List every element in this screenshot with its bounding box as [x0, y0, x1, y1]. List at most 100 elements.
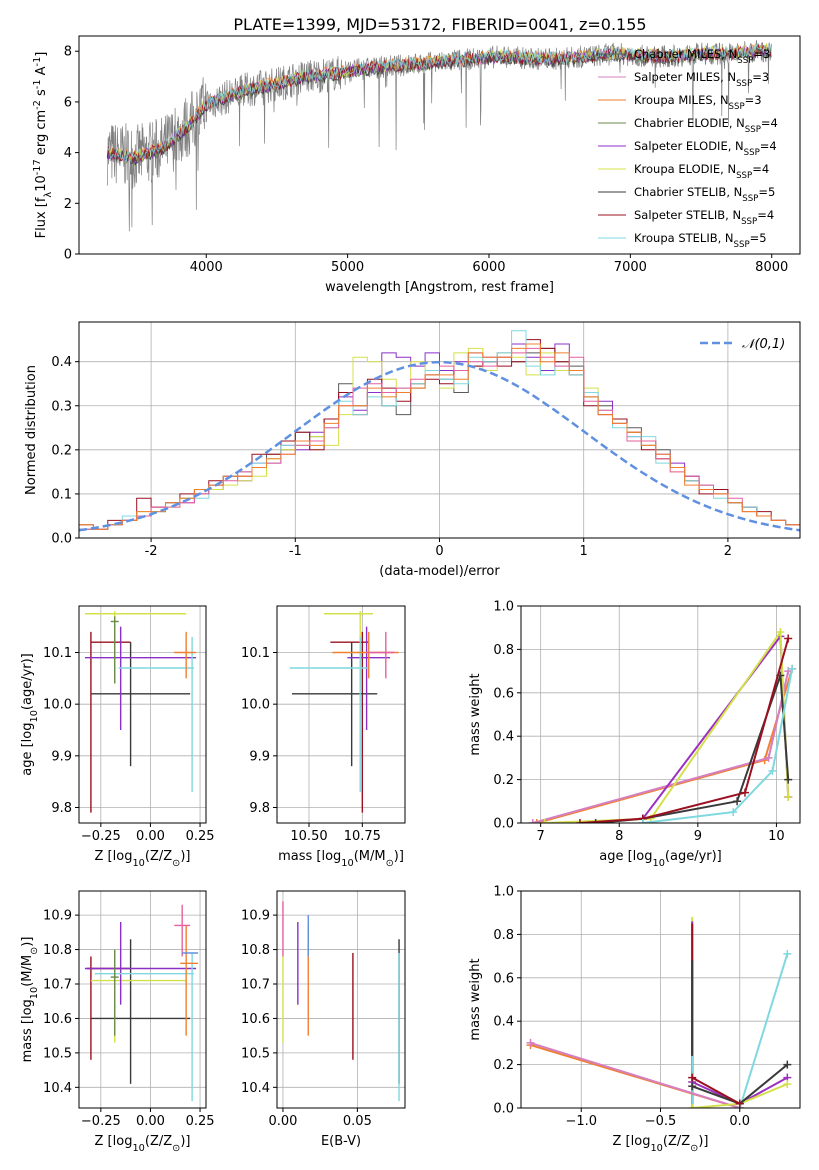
y-tick-label: 0.1	[51, 487, 72, 502]
y-tick-label: 0.2	[493, 773, 514, 788]
weight-marker	[784, 634, 793, 643]
weight-marker	[783, 949, 792, 958]
y-tick-label: 10.0	[43, 698, 72, 713]
x-tick-label: 0.05	[343, 1114, 372, 1129]
weight-marker	[526, 1038, 535, 1047]
chart-mass-weight-vs-Z: −1.0 −0.5 0.0 0.0 0.2 0.4 0.6 0.8 1.0 Z [log10(Z/…	[468, 885, 801, 1154]
legend: 𝒩(0,1)	[700, 337, 785, 352]
gaussian-curve	[79, 360, 800, 532]
y-tick-label: 0.8	[493, 643, 514, 658]
y-tick-label: 10.4	[43, 1081, 72, 1096]
y-tick-label: 0.3	[51, 399, 72, 414]
weight-line	[642, 633, 790, 820]
weight-marker	[688, 1104, 697, 1108]
weight-line	[642, 668, 794, 823]
weight-marker	[783, 1080, 792, 1089]
y-tick-label: 0.2	[51, 443, 72, 458]
weight-marker	[528, 819, 537, 823]
x-tick-label: 8	[615, 829, 623, 844]
plot-area	[282, 901, 400, 1102]
y-tick-label: 0.2	[493, 1058, 514, 1073]
plot-area	[289, 611, 399, 813]
x-tick-label: 0.00	[136, 829, 165, 844]
weight-line	[738, 953, 789, 1108]
legend-label: Salpeter MILES, NSSP=3	[634, 70, 769, 89]
plot-area	[528, 628, 797, 823]
x-tick-label: -1	[289, 544, 302, 559]
x-tick-label: 0	[435, 544, 443, 559]
weight-marker	[784, 775, 793, 784]
y-tick-label: 2	[64, 197, 72, 212]
weight-line	[595, 675, 790, 823]
x-tick-label: 1	[580, 544, 588, 559]
chart-spectrum: 4000 5000 6000 7000 8000 0 2 4 6 8 wavelength [Ang…	[32, 35, 801, 295]
y-tick-label: 10.1	[43, 646, 72, 661]
y-tick-label: 0	[64, 248, 72, 263]
x-axis-label: age [log10(age/yr)]	[599, 849, 722, 869]
y-tick-label: 9.9	[51, 749, 72, 764]
x-tick-label: 0.0	[729, 1114, 750, 1129]
plot-area	[526, 917, 792, 1108]
y-tick-label: 0.8	[493, 928, 514, 943]
model-spectrum	[106, 43, 772, 162]
y-axis-label: age [log10(age/yr)]	[20, 653, 40, 776]
y-axis-label: mass weight	[468, 673, 483, 755]
histogram-series	[79, 343, 800, 530]
x-tick-label: 10.50	[290, 829, 327, 844]
x-tick-label: −0.25	[81, 829, 121, 844]
plot-area	[84, 611, 197, 813]
legend-label: Chabrier ELODIE, NSSP=4	[634, 116, 778, 135]
y-tick-label: 0.0	[493, 1102, 514, 1117]
x-tick-label: 5000	[331, 260, 364, 275]
y-tick-label: 10.0	[241, 698, 270, 713]
x-axis-label: Z [log10(Z/Z⊙)]	[95, 849, 191, 869]
plot-area	[79, 330, 800, 532]
weight-marker	[591, 819, 600, 823]
x-axis-label: (data-model)/error	[379, 564, 500, 579]
weight-marker	[768, 766, 777, 775]
legend-label: Salpeter STELIB, NSSP=4	[634, 208, 774, 227]
y-tick-label: 10.6	[241, 1012, 270, 1027]
chart-age-vs-Z: −0.25 0.00 0.25 9.8 9.9 10.0 10.1 Z [log10(Z/Z⊙…	[20, 605, 215, 869]
chart-age-vs-mass: 10.50 10.75 9.8 9.9 10.0 10.1 mass [log10(M/M⊙…	[241, 605, 406, 869]
weight-line	[532, 670, 790, 823]
legend-label: Salpeter ELODIE, NSSP=4	[634, 139, 777, 158]
x-tick-label: 8000	[755, 260, 788, 275]
weight-line	[691, 1076, 741, 1105]
y-tick-label: 10.5	[43, 1046, 72, 1061]
weight-marker	[688, 1082, 697, 1091]
y-tick-label: 4	[64, 146, 72, 161]
y-tick-label: 10.1	[241, 646, 270, 661]
x-tick-label: -2	[145, 544, 158, 559]
axes-frame	[78, 35, 801, 255]
axes-frame	[276, 605, 406, 824]
weight-marker	[575, 819, 584, 823]
y-tick-label: 9.8	[249, 801, 270, 816]
legend-label: Chabrier MILES, NSSP=3	[634, 47, 770, 66]
y-tick-label: 8	[64, 45, 72, 60]
y-tick-label: 10.6	[43, 1012, 72, 1027]
legend-label: Kroupa ELODIE, NSSP=4	[634, 162, 769, 181]
x-axis-label: mass [log10(M/M⊙)]	[278, 849, 404, 869]
x-tick-label: −1.0	[565, 1114, 597, 1129]
y-tick-label: 0.0	[493, 817, 514, 832]
y-tick-label: 0.0	[51, 532, 72, 547]
x-tick-label: 9	[694, 829, 702, 844]
plot-area	[106, 39, 772, 232]
axes-frame	[78, 605, 207, 824]
y-axis-label: Normed distribution	[24, 365, 39, 495]
x-axis-label: Z [log10(Z/Z⊙)]	[613, 1134, 709, 1154]
weight-marker	[532, 819, 541, 823]
y-tick-label: 9.9	[249, 749, 270, 764]
chart-mass-weight-vs-age: 7 8 9 10 0.0 0.2 0.4 0.6 0.8 1.0 age [log10(age/yr…	[468, 600, 801, 869]
x-tick-label: 0.00	[268, 1114, 297, 1129]
y-axis-label: mass [log10(M/M⊙)]	[20, 937, 40, 1063]
y-tick-label: 10.8	[43, 943, 72, 958]
weight-line	[530, 1041, 741, 1108]
weight-marker	[540, 819, 549, 823]
x-tick-label: −0.25	[81, 1114, 121, 1129]
y-tick-label: 10.7	[241, 978, 270, 993]
axes-frame	[520, 605, 801, 824]
weight-marker	[784, 792, 793, 801]
